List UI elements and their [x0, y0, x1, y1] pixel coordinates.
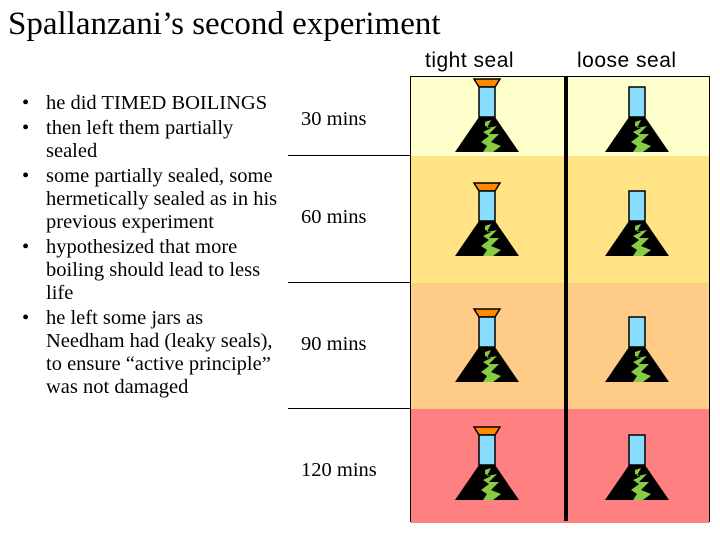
bullet-text: hypothesized that more boiling should le…	[46, 236, 261, 304]
row-separator	[288, 408, 410, 409]
row-time-label: 30 mins	[301, 108, 367, 130]
row-time-label: 60 mins	[301, 206, 367, 228]
open-flask-icon	[597, 306, 677, 386]
row-time-label: 120 mins	[301, 459, 377, 481]
stoppered-flask-icon	[447, 306, 527, 386]
row-separator	[288, 282, 410, 283]
bullet-text: he did TIMED BOILINGS	[46, 92, 268, 114]
bullet-dot: •	[22, 92, 30, 114]
bullet-dot: •	[22, 165, 30, 187]
column-header-loose-seal: loose seal	[577, 49, 677, 72]
bullet-dot: •	[22, 236, 30, 258]
bullet-text: he left some jars as Needham had (leaky …	[46, 307, 273, 398]
stoppered-flask-icon	[447, 76, 527, 156]
page-title: Spallanzani’s second experiment	[8, 6, 441, 42]
bullet-list: • he did TIMED BOILINGS • then left them p…	[22, 92, 282, 401]
open-flask-icon	[597, 180, 677, 260]
list-item: • then left them partially sealed	[22, 117, 282, 163]
row-band-90	[411, 283, 709, 409]
column-divider	[564, 77, 568, 521]
list-item: • he left some jars as Needham had (leaky…	[22, 307, 282, 399]
bullet-text: then left them partially sealed	[46, 117, 234, 162]
list-item: • he did TIMED BOILINGS	[22, 92, 282, 115]
bullet-dot: •	[22, 307, 30, 329]
stoppered-flask-icon	[447, 424, 527, 504]
row-band-120	[411, 409, 709, 523]
experiment-grid	[410, 76, 710, 523]
bullet-dot: •	[22, 117, 30, 139]
list-item: • hypothesized that more boiling should l…	[22, 236, 282, 305]
stoppered-flask-icon	[447, 180, 527, 260]
list-item: • some partially sealed, some hermeticall…	[22, 165, 282, 234]
row-band-60	[411, 156, 709, 283]
open-flask-icon	[597, 424, 677, 504]
bullet-text: some partially sealed, some hermetically…	[46, 165, 278, 233]
row-time-label: 90 mins	[301, 333, 367, 355]
row-separator	[288, 155, 410, 156]
column-header-tight-seal: tight seal	[425, 49, 515, 72]
open-flask-icon	[597, 76, 677, 156]
